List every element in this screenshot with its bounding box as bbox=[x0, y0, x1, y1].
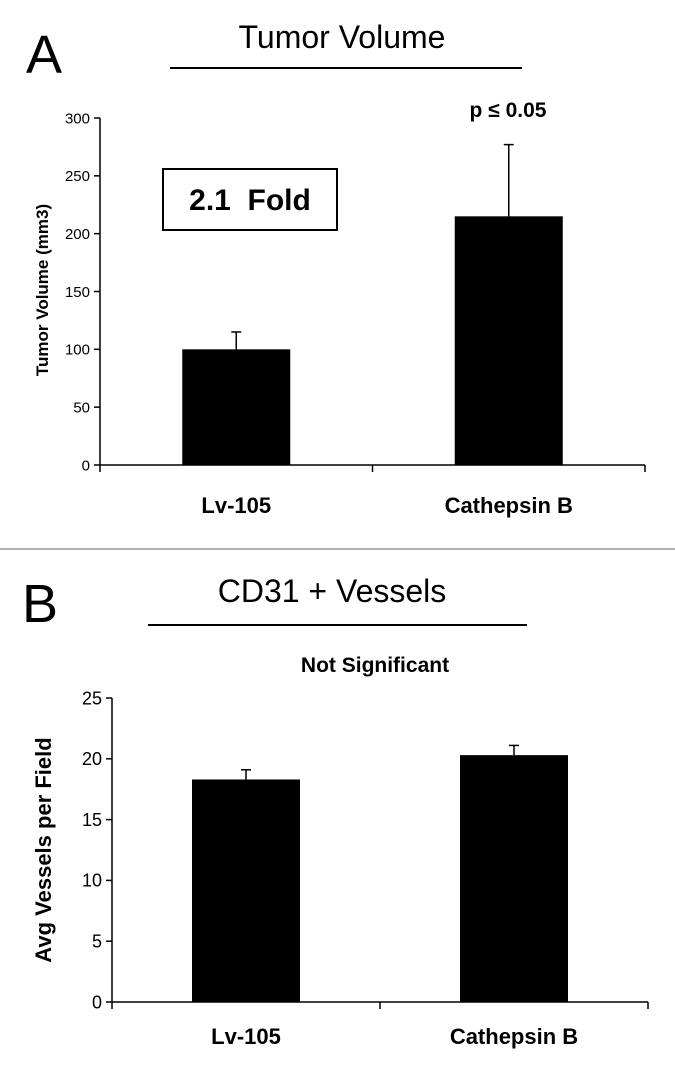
y-tick-label: 0 bbox=[92, 992, 102, 1012]
y-tick-label: 100 bbox=[65, 342, 90, 359]
significance-annotation-b: Not Significant bbox=[301, 654, 449, 677]
y-tick-label: 20 bbox=[82, 749, 102, 769]
category-label: Cathepsin B bbox=[450, 1024, 578, 1049]
category-label: Lv-105 bbox=[201, 493, 271, 518]
bar-cathepsin-b bbox=[460, 755, 568, 1002]
y-tick-label: 15 bbox=[82, 810, 102, 830]
y-tick-label: 250 bbox=[65, 168, 90, 185]
panel-label-a: A bbox=[26, 25, 62, 85]
y-axis-label-b: Avg Vessels per Field bbox=[31, 737, 56, 962]
panel-b: B CD31 + Vessels Avg Vessels per Field 0… bbox=[22, 573, 649, 1049]
title-a: Tumor Volume bbox=[239, 19, 446, 55]
y-tick-label: 10 bbox=[82, 871, 102, 891]
y-tick-label: 200 bbox=[65, 226, 90, 243]
panel-a: A Tumor Volume Tumor Volume (mm3) 0 50 100… bbox=[26, 19, 646, 518]
y-tick-label: 0 bbox=[82, 457, 90, 474]
bar-cathepsin-b bbox=[454, 216, 563, 465]
y-ticks-a: 0 50 100 150 200 250 300 bbox=[65, 110, 100, 474]
error-bars-a bbox=[231, 143, 514, 350]
category-labels-a: Lv-105 Cathepsin B bbox=[201, 493, 573, 518]
fold-change-box bbox=[162, 168, 338, 231]
bar-lv-105 bbox=[182, 349, 291, 465]
error-bars-b bbox=[241, 744, 519, 780]
y-tick-label: 25 bbox=[82, 688, 102, 708]
y-tick-label: 50 bbox=[73, 399, 90, 416]
y-ticks-b: 0 5 10 15 20 25 bbox=[82, 688, 112, 1012]
category-labels-b: Lv-105 Cathepsin B bbox=[211, 1024, 578, 1049]
bars-a bbox=[182, 216, 563, 465]
y-axis-label-a: Tumor Volume (mm3) bbox=[33, 204, 52, 376]
bars-b bbox=[192, 755, 568, 1002]
title-b: CD31 + Vessels bbox=[218, 573, 447, 609]
y-tick-label: 300 bbox=[65, 110, 90, 127]
bar-lv-105 bbox=[192, 779, 300, 1002]
panel-label-b: B bbox=[22, 574, 58, 634]
y-tick-label: 150 bbox=[65, 284, 90, 301]
significance-annotation-a: p ≤ 0.05 bbox=[470, 99, 547, 122]
category-label: Lv-105 bbox=[211, 1024, 281, 1049]
category-label: Cathepsin B bbox=[445, 493, 573, 518]
fold-change-label: 2.1 Fold bbox=[189, 184, 311, 217]
y-tick-label: 5 bbox=[92, 932, 102, 952]
